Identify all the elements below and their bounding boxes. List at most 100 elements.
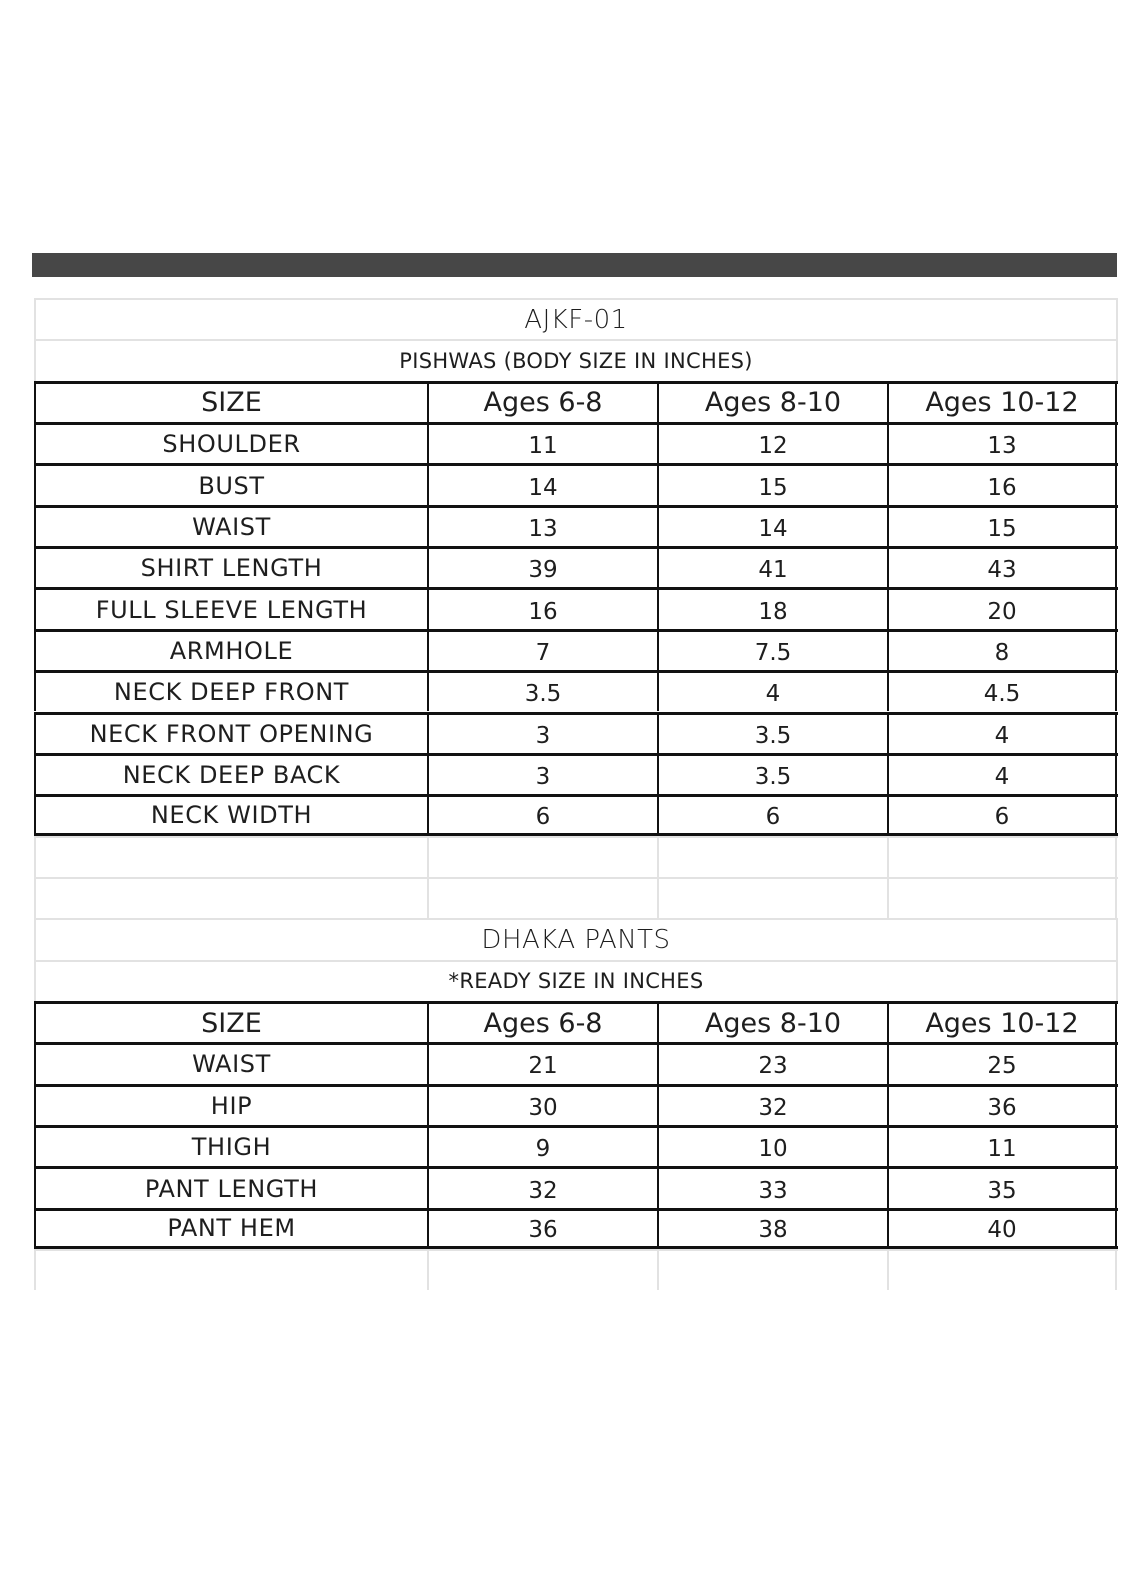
- measurement-value: 4: [657, 673, 887, 712]
- empty-cell: [34, 1251, 427, 1291]
- section-title: DHAKA PANTS: [34, 920, 1118, 960]
- measurement-label: NECK FRONT OPENING: [34, 714, 427, 753]
- empty-cell: [887, 1251, 1117, 1291]
- measurement-value: 20: [887, 590, 1117, 629]
- measurement-value: 38: [657, 1210, 887, 1247]
- measurement-value: 11: [427, 425, 657, 464]
- table-row: PANT HEM 36 38 40: [34, 1207, 1118, 1250]
- table-row: NECK DEEP BACK 3 3.5 4: [34, 752, 1118, 795]
- measurement-value: 7: [427, 631, 657, 671]
- measurement-value: 14: [427, 466, 657, 505]
- table-row: ARMHOLE 7 7.5 8: [34, 628, 1118, 671]
- column-header: Ages 10-12: [887, 383, 1117, 423]
- measurement-value: 11: [887, 1128, 1117, 1167]
- section-subtitle: PISHWAS (BODY SIZE IN INCHES): [34, 341, 1118, 381]
- empty-cell: [427, 1251, 657, 1291]
- measurement-value: 32: [657, 1086, 887, 1125]
- header-bar: [32, 253, 1117, 277]
- measurement-value: 15: [887, 507, 1117, 547]
- empty-cell: [657, 837, 887, 877]
- measurement-value: 7.5: [657, 631, 887, 671]
- measurement-value: 18: [657, 590, 887, 629]
- measurement-value: 16: [427, 590, 657, 629]
- measurement-value: 6: [657, 797, 887, 833]
- measurement-value: 36: [887, 1086, 1117, 1125]
- measurement-value: 12: [657, 425, 887, 464]
- measurement-value: 14: [657, 507, 887, 547]
- measurement-label: ARMHOLE: [34, 631, 427, 671]
- measurement-value: 40: [887, 1210, 1117, 1247]
- measurement-value: 35: [887, 1169, 1117, 1208]
- table-row: NECK WIDTH 6 6 6: [34, 794, 1118, 836]
- table-row: SHOULDER 11 12 13: [34, 422, 1118, 464]
- measurement-label: SHOULDER: [34, 425, 427, 464]
- measurement-value: 4: [887, 714, 1117, 753]
- empty-row: [34, 835, 1118, 877]
- measurement-value: 6: [887, 797, 1117, 833]
- table-row: HIP 30 32 36: [34, 1083, 1118, 1125]
- table-row: NECK DEEP FRONT 3.5 4 4.5: [34, 670, 1118, 712]
- column-header: Ages 6-8: [427, 383, 657, 423]
- measurement-label: NECK WIDTH: [34, 797, 427, 833]
- column-header: Ages 8-10: [657, 1003, 887, 1043]
- empty-cell: [657, 878, 887, 919]
- table-row: BUST 14 15 16: [34, 463, 1118, 505]
- table-row: FULL SLEEVE LENGTH 16 18 20: [34, 587, 1118, 629]
- measurement-value: 4: [887, 755, 1117, 795]
- measurement-value: 13: [887, 425, 1117, 464]
- measurement-label: PANT LENGTH: [34, 1169, 427, 1208]
- column-header: Ages 8-10: [657, 383, 887, 423]
- measurement-value: 3: [427, 755, 657, 795]
- table-row: PANT LENGTH 32 33 35: [34, 1166, 1118, 1208]
- measurement-label: WAIST: [34, 507, 427, 547]
- measurement-value: 21: [427, 1045, 657, 1084]
- empty-cell: [887, 837, 1117, 877]
- empty-cell: [657, 1251, 887, 1291]
- empty-cell: [887, 878, 1117, 919]
- measurement-value: 25: [887, 1045, 1117, 1084]
- measurement-value: 33: [657, 1169, 887, 1208]
- measurement-label: HIP: [34, 1086, 427, 1125]
- measurement-value: 3.5: [427, 673, 657, 712]
- empty-cell: [34, 878, 427, 919]
- section-subtitle: *READY SIZE IN INCHES: [34, 961, 1118, 1001]
- measurement-label: NECK DEEP BACK: [34, 755, 427, 795]
- column-header: SIZE: [34, 383, 427, 423]
- measurement-value: 41: [657, 549, 887, 588]
- empty-cell: [427, 878, 657, 919]
- measurement-label: WAIST: [34, 1045, 427, 1084]
- empty-cell: [34, 837, 427, 877]
- column-header: Ages 10-12: [887, 1003, 1117, 1043]
- measurement-value: 30: [427, 1086, 657, 1125]
- header-row: SIZE Ages 6-8 Ages 8-10 Ages 10-12: [34, 380, 1118, 423]
- measurement-value: 3.5: [657, 755, 887, 795]
- empty-cell: [427, 837, 657, 877]
- column-header: Ages 6-8: [427, 1003, 657, 1043]
- measurement-value: 8: [887, 631, 1117, 671]
- table-row: SHIRT LENGTH 39 41 43: [34, 546, 1118, 588]
- table-row: THIGH 9 10 11: [34, 1125, 1118, 1167]
- table-row: WAIST 13 14 15: [34, 504, 1118, 547]
- measurement-value: 3.5: [657, 714, 887, 753]
- measurement-value: 13: [427, 507, 657, 547]
- section-subtitle-row: *READY SIZE IN INCHES: [34, 959, 1118, 1001]
- measurement-value: 15: [657, 466, 887, 505]
- section-title-row: DHAKA PANTS: [34, 918, 1118, 960]
- section-title-row: AJKF-01: [34, 298, 1118, 340]
- measurement-label: SHIRT LENGTH: [34, 549, 427, 588]
- measurement-value: 9: [427, 1128, 657, 1167]
- measurement-value: 4.5: [887, 673, 1117, 712]
- measurement-value: 16: [887, 466, 1117, 505]
- column-header: SIZE: [34, 1003, 427, 1043]
- empty-row: [34, 1249, 1118, 1291]
- table-row: NECK FRONT OPENING 3 3.5 4: [34, 711, 1118, 753]
- measurement-value: 23: [657, 1045, 887, 1084]
- header-row: SIZE Ages 6-8 Ages 8-10 Ages 10-12: [34, 1000, 1118, 1043]
- measurement-value: 6: [427, 797, 657, 833]
- measurement-label: NECK DEEP FRONT: [34, 673, 427, 712]
- measurement-value: 36: [427, 1210, 657, 1247]
- section-subtitle-row: PISHWAS (BODY SIZE IN INCHES): [34, 339, 1118, 381]
- measurement-value: 39: [427, 549, 657, 588]
- measurement-label: BUST: [34, 466, 427, 505]
- table-row: WAIST 21 23 25: [34, 1042, 1118, 1084]
